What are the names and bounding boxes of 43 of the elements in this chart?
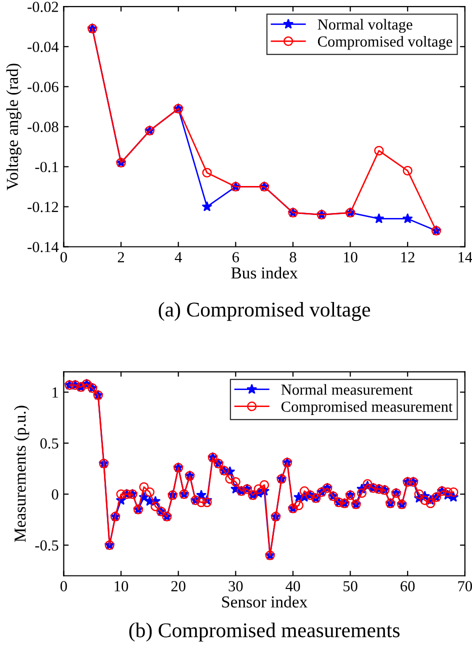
x-tick-label: 0 — [60, 581, 67, 592]
y-tick-label: -0.12 — [28, 202, 58, 212]
y-tick-label: 0 — [52, 489, 58, 500]
y-tick-label: -0.02 — [28, 2, 58, 12]
point — [374, 146, 384, 156]
point — [402, 213, 413, 224]
point — [374, 213, 384, 224]
text: (a) Compromised voltage — [158, 302, 370, 321]
text: (b) Compromised measurements — [129, 622, 400, 642]
x-tick-label: 50 — [344, 581, 358, 592]
x-tick-label: 8 — [290, 252, 296, 262]
legend-label: Compromised measurement — [281, 401, 453, 415]
x-axis-title: Bus index — [231, 266, 298, 279]
x-tick-label: 10 — [114, 581, 128, 592]
legend-label: Normal voltage — [318, 18, 412, 33]
y-tick-label: 0.5 — [40, 438, 58, 449]
y-tick-label: -0.5 — [35, 540, 58, 551]
x-tick-label: 6 — [232, 252, 240, 262]
y-tick-label: 1 — [52, 387, 58, 398]
x-tick-label: 14 — [458, 252, 472, 262]
x-tick-label: 12 — [401, 252, 414, 262]
x-tick-label: 4 — [174, 252, 182, 262]
y-tick-label: -0.14 — [28, 242, 59, 252]
y-tick-label: -0.06 — [28, 82, 58, 92]
x-tick-label: 2 — [118, 252, 124, 262]
x-tick-label: 70 — [458, 581, 472, 592]
y-axis-title: Voltage angle (rad) — [6, 64, 22, 190]
x-tick-label: 20 — [171, 581, 186, 592]
legend-label: Normal measurement — [281, 384, 413, 395]
point — [202, 201, 212, 212]
point — [202, 168, 212, 178]
y-tick-label: -0.1 — [35, 162, 58, 172]
y-tick-label: -0.04 — [28, 42, 59, 52]
x-tick-label: 10 — [344, 252, 358, 262]
y-axis-title: Measurements (p.u.) — [14, 406, 30, 542]
x-tick-label: 30 — [228, 581, 243, 592]
x-axis-title: Sensor index — [222, 596, 308, 608]
point — [402, 166, 412, 176]
x-tick-label: 40 — [286, 581, 300, 592]
x-tick-label: 60 — [400, 581, 415, 592]
legend-label: Compromised voltage — [318, 36, 452, 50]
x-tick-label: 0 — [60, 252, 67, 262]
y-tick-label: -0.08 — [28, 122, 58, 132]
